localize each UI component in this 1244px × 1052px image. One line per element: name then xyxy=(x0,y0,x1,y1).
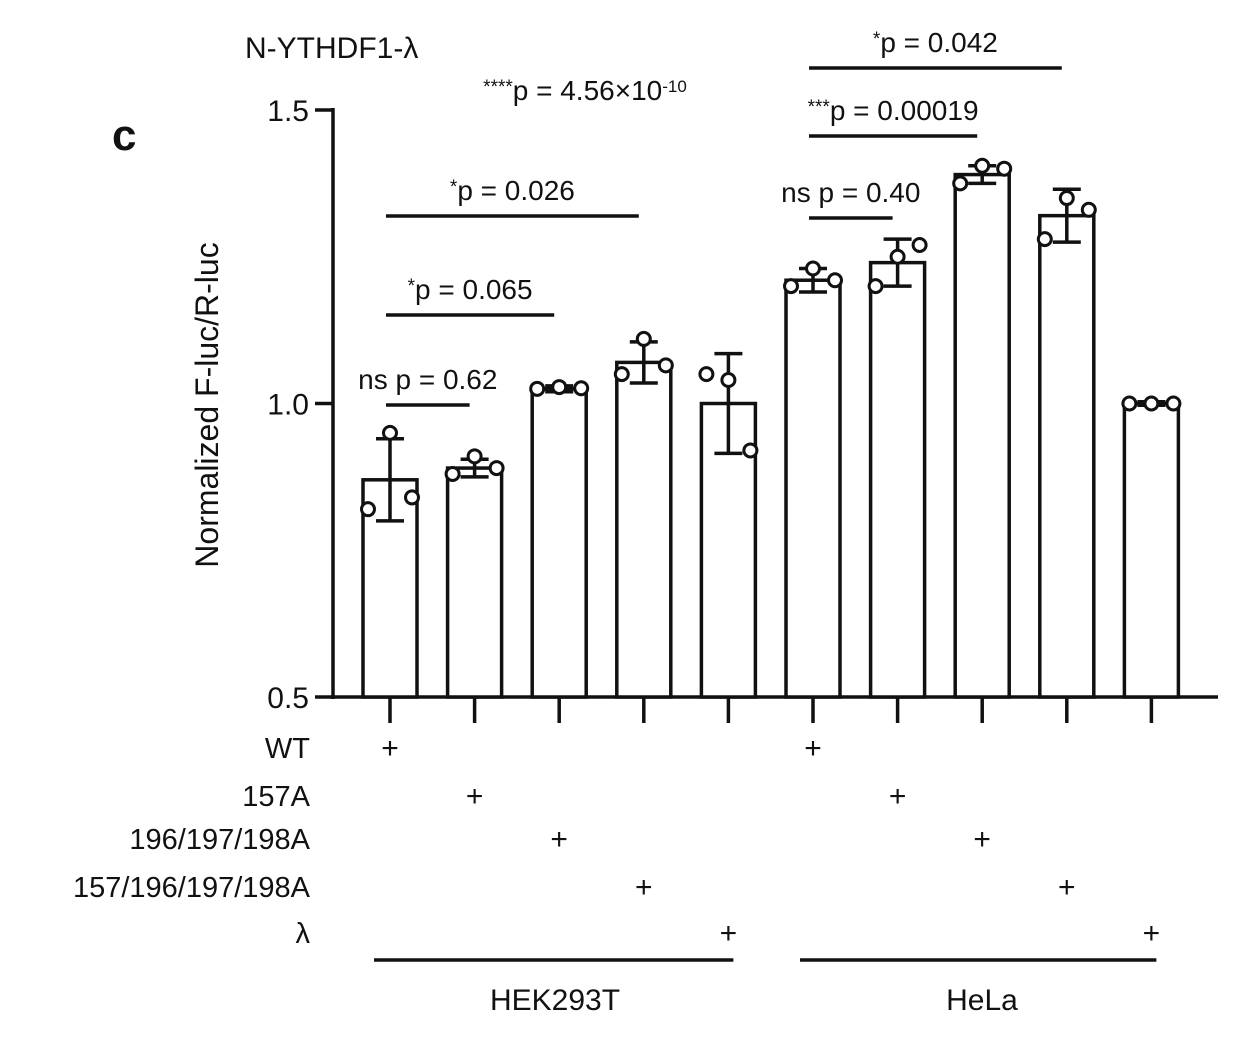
significance-label: ****p = 4.56×10-10 xyxy=(483,75,687,106)
y-axis-label: Normalized F-luc/R-luc xyxy=(189,242,225,567)
bar xyxy=(1038,213,1096,699)
plus-marker: + xyxy=(466,780,484,813)
y-tick-label: 1.0 xyxy=(267,389,309,422)
row-label: λ xyxy=(296,918,311,950)
significance-label: ***p = 0.00019 xyxy=(808,95,979,126)
bar xyxy=(868,260,927,699)
bar xyxy=(445,466,504,699)
plus-marker: + xyxy=(889,780,907,813)
data-point xyxy=(996,160,1013,177)
data-point xyxy=(805,260,821,277)
plus-marker: + xyxy=(1058,871,1076,904)
data-point xyxy=(720,372,737,389)
group-label-hela: HeLa xyxy=(946,984,1018,1017)
data-point xyxy=(698,366,715,383)
bar xyxy=(615,360,673,699)
row-label: 196/197/198A xyxy=(129,824,310,856)
data-point xyxy=(466,448,483,465)
bar xyxy=(953,172,1011,699)
data-point xyxy=(613,366,630,383)
data-point xyxy=(974,157,991,174)
plus-marker: + xyxy=(1143,917,1161,950)
data-point xyxy=(783,278,799,295)
plus-marker: + xyxy=(973,823,991,856)
row-label: WT xyxy=(265,733,310,765)
data-point xyxy=(1058,190,1075,207)
data-point xyxy=(742,442,759,459)
bar xyxy=(530,387,588,699)
plus-marker: + xyxy=(381,732,399,765)
data-point xyxy=(889,248,906,265)
data-point xyxy=(1143,395,1160,412)
plus-marker: + xyxy=(550,823,568,856)
group-label-hek293t: HEK293T xyxy=(490,984,620,1017)
data-point xyxy=(635,330,652,347)
significance-label: *p = 0.042 xyxy=(873,27,998,58)
plus-marker: + xyxy=(635,871,653,904)
significance-label: ns p = 0.40 xyxy=(781,177,920,208)
significance-label: ns p = 0.62 xyxy=(358,364,497,395)
data-point xyxy=(360,501,376,518)
plus-marker: + xyxy=(804,732,822,765)
chart-title: N-YTHDF1-λ xyxy=(245,32,418,65)
data-point xyxy=(1036,231,1053,248)
plot-area: 0.5 1.0 1.5 WT 157A 196/197/198A 157/196/197/1… xyxy=(73,27,1218,962)
y-tick-label: 0.5 xyxy=(267,682,309,715)
data-point xyxy=(1165,395,1182,412)
data-point xyxy=(404,489,420,506)
panel-label: c xyxy=(112,111,136,160)
y-tick-label: 1.5 xyxy=(267,95,309,128)
data-point xyxy=(1121,395,1138,412)
data-point xyxy=(488,460,505,477)
data-point xyxy=(551,379,568,396)
significance-label: *p = 0.026 xyxy=(450,175,575,206)
plus-marker: + xyxy=(720,917,738,950)
significance-label: *p = 0.065 xyxy=(408,274,533,305)
data-point xyxy=(827,272,843,289)
data-point xyxy=(1080,201,1097,218)
data-point xyxy=(952,175,969,192)
data-point xyxy=(529,380,546,397)
data-point xyxy=(382,424,398,441)
bar xyxy=(1122,401,1181,699)
data-point xyxy=(444,465,461,482)
bar xyxy=(784,278,842,699)
row-label: 157/196/197/198A xyxy=(73,872,311,904)
data-point xyxy=(573,380,590,397)
data-point xyxy=(867,278,884,295)
data-point xyxy=(657,357,674,374)
data-point xyxy=(911,237,928,254)
row-label: 157A xyxy=(242,781,310,813)
